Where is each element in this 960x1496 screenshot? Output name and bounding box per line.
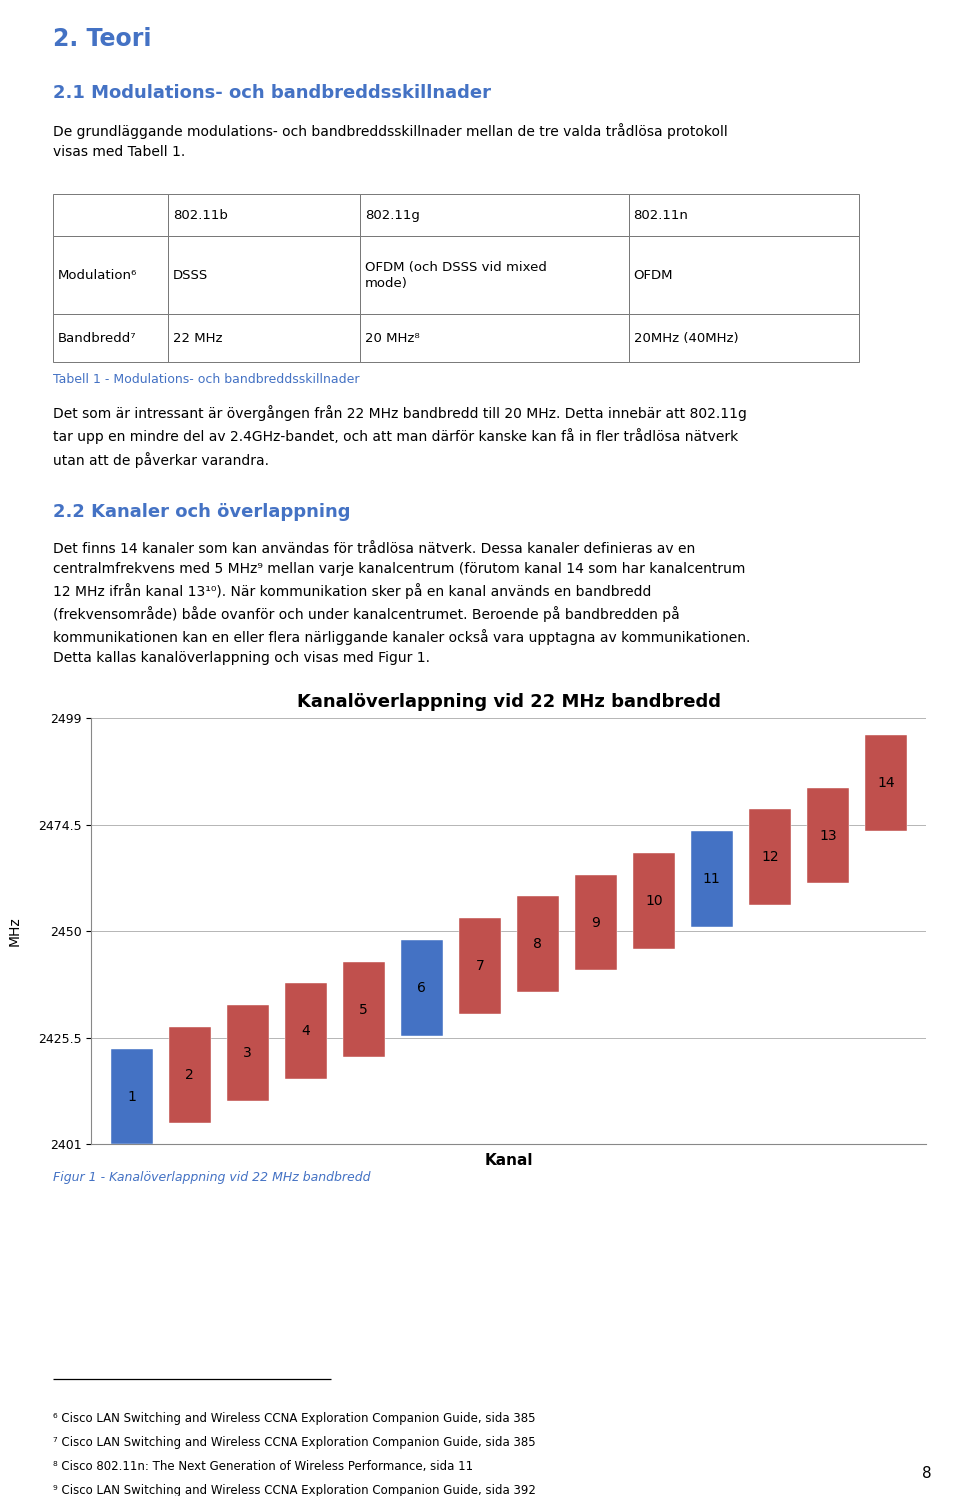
Text: OFDM: OFDM xyxy=(634,269,673,281)
Bar xyxy=(53,236,168,314)
Text: 2.1 Modulations- och bandbreddsskillnader: 2.1 Modulations- och bandbreddsskillnade… xyxy=(53,84,491,102)
Text: 802.11g: 802.11g xyxy=(365,209,420,221)
Text: 5: 5 xyxy=(359,1002,369,1017)
Text: OFDM (och DSSS vid mixed
mode): OFDM (och DSSS vid mixed mode) xyxy=(365,260,546,290)
Text: 13: 13 xyxy=(819,829,836,842)
Bar xyxy=(633,853,675,948)
Text: 7: 7 xyxy=(475,959,484,972)
Text: Bandbredd⁷: Bandbredd⁷ xyxy=(58,332,136,344)
Bar xyxy=(169,1026,210,1122)
Text: 6: 6 xyxy=(418,981,426,995)
Bar xyxy=(691,832,732,928)
Text: De grundläggande modulations- och bandbreddsskillnader mellan de tre valda trådl: De grundläggande modulations- och bandbr… xyxy=(53,123,728,159)
Bar xyxy=(343,962,385,1058)
Text: 4: 4 xyxy=(301,1025,310,1038)
X-axis label: Kanal: Kanal xyxy=(485,1153,533,1168)
Bar xyxy=(401,939,443,1035)
Text: Modulation⁶: Modulation⁶ xyxy=(58,269,137,281)
Text: 802.11b: 802.11b xyxy=(173,209,228,221)
Text: 20MHz (40MHz): 20MHz (40MHz) xyxy=(634,332,738,344)
Text: Figur 1 - Kanalöverlappning vid 22 MHz bandbredd: Figur 1 - Kanalöverlappning vid 22 MHz b… xyxy=(53,1171,371,1185)
Text: ⁷ Cisco LAN Switching and Wireless CCNA Exploration Companion Guide, sida 385: ⁷ Cisco LAN Switching and Wireless CCNA … xyxy=(53,1436,536,1450)
Text: 14: 14 xyxy=(877,776,895,790)
Text: 9: 9 xyxy=(591,916,600,929)
Bar xyxy=(168,194,360,236)
Text: 8: 8 xyxy=(534,938,542,951)
Text: 8: 8 xyxy=(922,1466,931,1481)
Bar xyxy=(516,896,559,992)
Bar xyxy=(360,314,629,362)
Title: Kanalöverlappning vid 22 MHz bandbredd: Kanalöverlappning vid 22 MHz bandbredd xyxy=(297,693,721,711)
Bar xyxy=(807,788,849,884)
Bar xyxy=(629,236,859,314)
Text: ⁹ Cisco LAN Switching and Wireless CCNA Exploration Companion Guide, sida 392: ⁹ Cisco LAN Switching and Wireless CCNA … xyxy=(53,1484,536,1496)
Text: 2: 2 xyxy=(185,1068,194,1082)
Text: 2.2 Kanaler och överlappning: 2.2 Kanaler och överlappning xyxy=(53,503,350,521)
Text: 12: 12 xyxy=(761,850,779,865)
Text: 10: 10 xyxy=(645,893,662,908)
Text: Det finns 14 kanaler som kan användas för trådlösa nätverk. Dessa kanaler defini: Det finns 14 kanaler som kan användas fö… xyxy=(53,542,750,664)
Text: ⁶ Cisco LAN Switching and Wireless CCNA Exploration Companion Guide, sida 385: ⁶ Cisco LAN Switching and Wireless CCNA … xyxy=(53,1412,536,1426)
Text: 3: 3 xyxy=(244,1046,252,1061)
Text: 802.11n: 802.11n xyxy=(634,209,688,221)
Bar xyxy=(285,983,326,1079)
Text: 22 MHz: 22 MHz xyxy=(173,332,223,344)
Text: 1: 1 xyxy=(128,1089,136,1104)
Text: Tabell 1 - Modulations- och bandbreddsskillnader: Tabell 1 - Modulations- och bandbreddssk… xyxy=(53,373,359,386)
Bar xyxy=(360,194,629,236)
Bar xyxy=(629,314,859,362)
Bar xyxy=(865,736,906,832)
Bar xyxy=(53,194,168,236)
Y-axis label: MHz: MHz xyxy=(7,917,21,945)
Bar xyxy=(575,875,616,971)
Bar xyxy=(53,314,168,362)
Bar xyxy=(749,809,791,905)
Bar xyxy=(168,236,360,314)
Text: 20 MHz⁸: 20 MHz⁸ xyxy=(365,332,420,344)
Text: 11: 11 xyxy=(703,872,721,886)
Bar xyxy=(168,314,360,362)
Text: ⁸ Cisco 802.11n: The Next Generation of Wireless Performance, sida 11: ⁸ Cisco 802.11n: The Next Generation of … xyxy=(53,1460,473,1474)
Bar xyxy=(227,1005,269,1101)
Text: Det som är intressant är övergången från 22 MHz bandbredd till 20 MHz. Detta inn: Det som är intressant är övergången från… xyxy=(53,405,747,468)
Text: DSSS: DSSS xyxy=(173,269,208,281)
Bar xyxy=(629,194,859,236)
Bar xyxy=(459,919,501,1014)
Bar xyxy=(360,236,629,314)
Text: 2. Teori: 2. Teori xyxy=(53,27,152,51)
Bar xyxy=(111,1049,153,1144)
